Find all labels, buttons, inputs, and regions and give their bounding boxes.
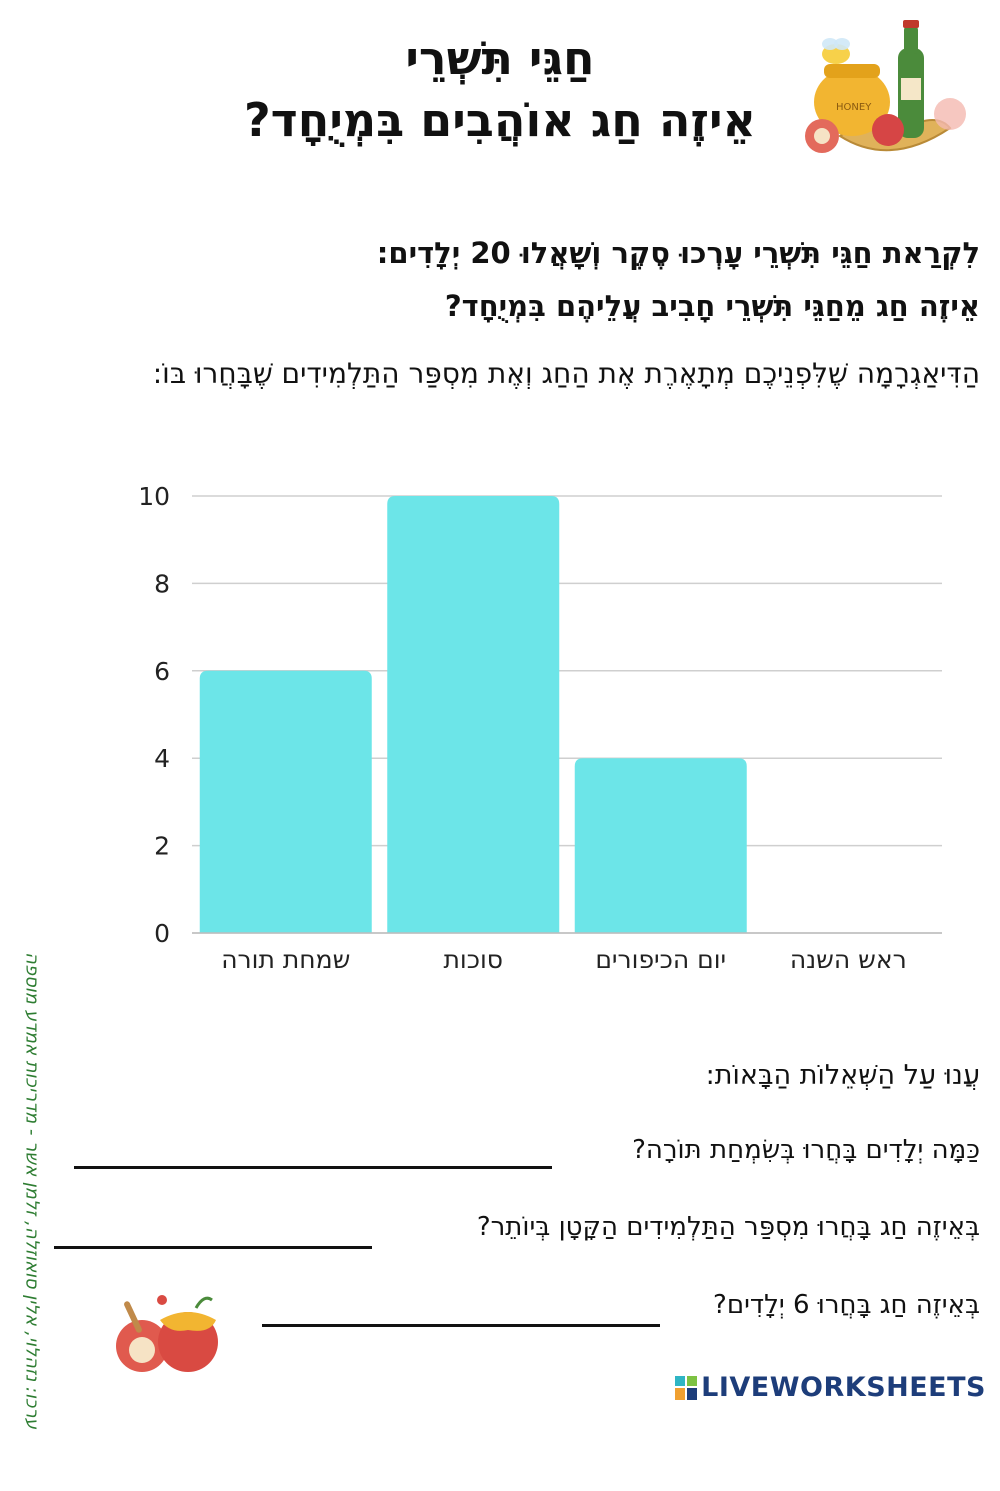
y-tick-label: 4 [154, 744, 170, 773]
y-tick-label: 8 [154, 569, 170, 598]
bar-3 [387, 496, 560, 933]
chart-description: הַדִּיאַגְרָמָה שֶׁלִּפְנֵיכֶם מְתָאֶרֶת… [152, 357, 980, 390]
question-2: בְּאֵיזֶה חַג בָּחֲרוּ מִסְפַּר הַתַּלְמ… [476, 1212, 980, 1242]
bar-chart: 0 2 4 6 8 10 ראש השנה יום הכיפורים סוכות שמחת תור… [138, 482, 942, 974]
bar-4 [199, 670, 372, 933]
brand-text: LIVEWORKSHEETS [701, 1372, 986, 1403]
answer-line-1[interactable] [74, 1166, 552, 1169]
intro-line-2: אֵיזֶה חַג מֵחַגֵּי תִּשְׁרֵי חָבִיב עֲל… [444, 289, 980, 323]
question-1: כַּמָּה יְלָדִים בָּחֲרוּ בְּשִׂמְחַת תּ… [632, 1135, 980, 1165]
answer-line-2[interactable] [54, 1246, 372, 1249]
y-tick-label: 6 [154, 657, 170, 686]
question-3: בְּאֵיזֶה חַג בָּחֲרוּ 6 יְלָדִים? [713, 1290, 980, 1320]
answer-line-3[interactable] [262, 1324, 660, 1327]
questions-title: עֲנוּ עַל הַשְּׁאֵלוֹת הַבָּאוֹת: [705, 1060, 980, 1091]
honey-label: HONEY [836, 102, 872, 113]
page-subtitle: אֵיזֶה חַג אוֹהֲבִים בִּמְיֻחָד? [244, 93, 756, 147]
y-tick-label: 0 [154, 919, 170, 948]
rosh-hashana-illustration: HONEY [805, 20, 966, 153]
y-tick-label: 10 [138, 482, 170, 511]
x-tick-label: שמחת תורה [221, 945, 350, 974]
bar-2 [574, 758, 747, 933]
liveworksheets-icon [675, 1375, 698, 1400]
x-tick-label: יום הכיפורים [595, 945, 726, 974]
x-tick-label: סוכות [444, 945, 504, 974]
x-tick-label: ראש השנה [790, 945, 907, 974]
intro-line-1: לִקְרַאת חַגֵּי תִּשְׁרֵי עָרְכוּ סֶקֶר … [376, 236, 980, 270]
page-title: חַגֵּי תִּשְׁרֵי [405, 31, 595, 85]
apples-honey-icon [116, 1295, 218, 1372]
credit-text: ערכו: נזהלוי, אלין סואוזלה, זלמן אשר - מ… [21, 952, 43, 1429]
brand-logo: LIVEWORKSHEETS [675, 1372, 986, 1403]
y-tick-label: 2 [154, 832, 170, 861]
